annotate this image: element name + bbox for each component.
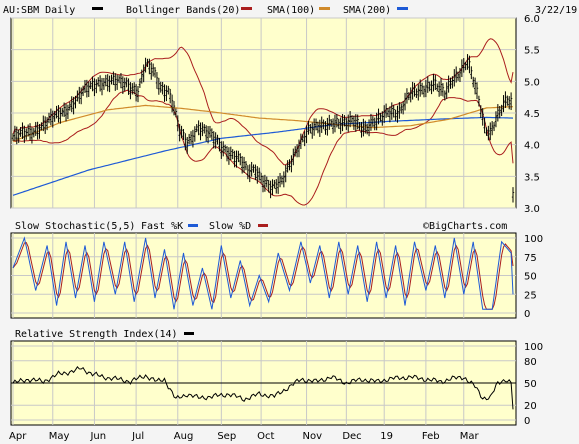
sma100-line bbox=[12, 104, 514, 143]
fast-k-line bbox=[12, 236, 514, 310]
stochastic-series bbox=[12, 236, 514, 310]
y-tick-label: 80 bbox=[524, 357, 537, 368]
ticker-label: AU:SBM Daily bbox=[3, 5, 75, 16]
y-tick-label: 75 bbox=[524, 253, 537, 264]
x-tick-label: Sep bbox=[217, 431, 236, 442]
y-tick-label: 100 bbox=[524, 234, 543, 245]
x-tick-label: Apr bbox=[9, 431, 27, 442]
rsi-swatch bbox=[184, 332, 194, 335]
legend-fast-k: Fast %K bbox=[141, 221, 183, 232]
rsi-series bbox=[11, 365, 516, 410]
x-tick-label: Oct bbox=[257, 431, 274, 442]
x-tick-label: Dec bbox=[342, 431, 361, 442]
price-panel: 6.0 5.5 5.0 4.5 4.0 3.5 3.0 bbox=[10, 14, 540, 215]
sma200-swatch bbox=[319, 7, 330, 10]
x-tick-label: Mar bbox=[460, 431, 480, 442]
x-tick-label: May bbox=[49, 431, 70, 442]
x-tick-label: Jul bbox=[131, 431, 144, 442]
fast-k-swatch bbox=[188, 224, 198, 227]
stochastic-panel: 100 75 50 25 0 bbox=[10, 232, 543, 320]
y-tick-label: 5.5 bbox=[524, 46, 540, 57]
slow-d-line bbox=[12, 242, 514, 310]
y-tick-label: 5.0 bbox=[524, 77, 540, 88]
stochastic-title: Slow Stochastic(5,5) bbox=[15, 221, 135, 232]
y-tick-label: 3.0 bbox=[524, 204, 540, 215]
bigcharts-watermark: ©BigCharts.com bbox=[423, 221, 507, 232]
y-tick-label: 3.5 bbox=[524, 172, 540, 183]
x-tick-label: Aug bbox=[174, 431, 194, 442]
y-tick-label: 4.5 bbox=[524, 109, 540, 120]
rsi-line bbox=[12, 365, 514, 410]
stochastic-y-ticks: 100 75 50 25 0 bbox=[524, 234, 543, 320]
y-tick-label: 50 bbox=[524, 272, 537, 283]
slow-d-swatch bbox=[258, 224, 268, 227]
stochastic-grid bbox=[11, 233, 516, 318]
y-tick-label: 25 bbox=[524, 290, 537, 301]
rsi-title: Relative Strength Index(14) bbox=[15, 329, 178, 340]
legend-bollinger: Bollinger Bands(20) bbox=[126, 5, 240, 16]
date-label: 3/22/19 bbox=[535, 5, 577, 16]
bollinger-upper-band bbox=[12, 38, 514, 166]
y-tick-label: 0 bbox=[524, 309, 530, 320]
x-tick-label: Feb bbox=[422, 431, 440, 442]
rsi-y-ticks: 100 80 50 20 0 bbox=[524, 342, 543, 427]
y-tick-label: 100 bbox=[524, 342, 543, 353]
legend-sma100: SMA(100) bbox=[267, 5, 315, 16]
legend-slow-d: Slow %D bbox=[209, 221, 251, 232]
y-tick-label: 0 bbox=[524, 416, 530, 427]
x-tick-label: 19 bbox=[380, 431, 393, 442]
sma100-swatch bbox=[241, 7, 252, 10]
blue-line-swatch bbox=[397, 7, 408, 10]
y-tick-label: 50 bbox=[524, 379, 537, 390]
price-series bbox=[11, 38, 515, 206]
price-y-ticks: 6.0 5.5 5.0 4.5 4.0 3.5 3.0 bbox=[524, 14, 540, 215]
x-tick-label: Jun bbox=[89, 431, 106, 442]
y-tick-label: 4.0 bbox=[524, 141, 540, 152]
x-axis-months: Apr May Jun Jul Aug Sep Oct Nov Dec 19 Feb Mar bbox=[9, 431, 480, 442]
sma200-line bbox=[12, 116, 514, 196]
bollinger-swatch bbox=[92, 7, 103, 10]
rsi-panel: 100 80 50 20 0 bbox=[10, 340, 543, 427]
legend-sma200: SMA(200) bbox=[343, 5, 391, 16]
x-tick-label: Nov bbox=[303, 431, 323, 442]
y-tick-label: 20 bbox=[524, 401, 537, 412]
y-tick-label: 6.0 bbox=[524, 14, 540, 25]
